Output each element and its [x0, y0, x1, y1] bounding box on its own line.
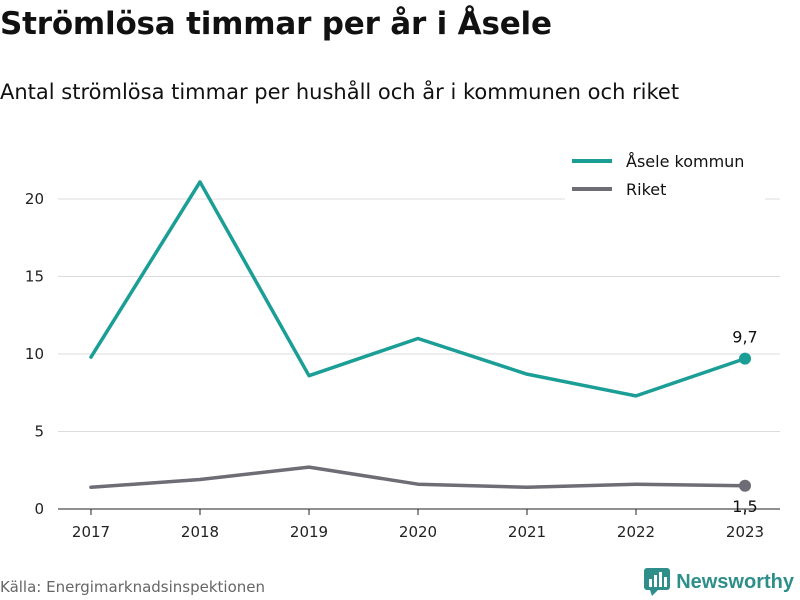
data-label-riket: 1,5: [732, 497, 757, 516]
x-tick-label: 2017: [72, 523, 110, 541]
legend-item-asele-label: Åsele kommun: [626, 152, 744, 171]
legend: Åsele kommun Riket: [565, 146, 765, 202]
series-line-asele: [89, 180, 747, 398]
legend-background: [565, 146, 765, 202]
data-label-asele: 9,7: [732, 328, 757, 347]
y-tick-label: 20: [25, 190, 44, 208]
y-tick-label: 0: [34, 500, 44, 518]
x-tick-label: 2020: [399, 523, 437, 541]
brand-name: Newsworthy: [676, 570, 794, 593]
brand-logo: Newsworthy: [644, 568, 794, 596]
end-point-asele: [739, 352, 751, 365]
x-tick-label: 2019: [290, 523, 328, 541]
x-tick-label: 2021: [508, 523, 546, 541]
y-tick-label: 10: [25, 345, 44, 363]
chart-title: Strömlösa timmar per år i Åsele: [0, 6, 552, 42]
legend-item-riket-label: Riket: [626, 180, 666, 199]
series-line-riket: [89, 465, 747, 490]
end-point-riket: [739, 479, 751, 492]
chart-subtitle: Antal strömlösa timmar per hushåll och å…: [0, 80, 680, 104]
source-note: Källa: Energimarknadsinspektionen: [0, 578, 266, 596]
x-tick-label: 2022: [617, 523, 655, 541]
x-tick-label: 2023: [726, 523, 764, 541]
y-tick-label: 5: [34, 423, 44, 441]
newsworthy-logo-icon: [644, 568, 671, 596]
axes: 0 5 10 15 20 2017 2018 2019 2020 2021 2022 2023: [25, 190, 780, 541]
series-lines: 9,7 1,5: [89, 180, 758, 516]
x-tick-label: 2018: [181, 523, 219, 541]
y-tick-label: 15: [25, 268, 44, 286]
